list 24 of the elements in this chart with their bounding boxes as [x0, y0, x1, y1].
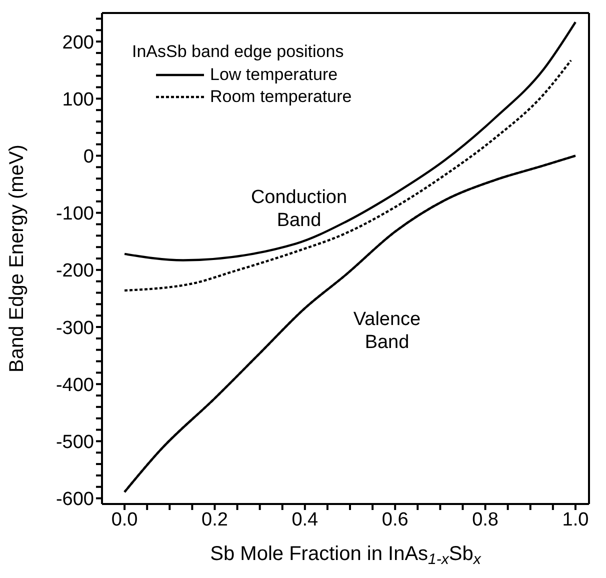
x-tick-label: 0.0: [111, 509, 138, 530]
legend-title: InAsSb band edge positions: [132, 42, 345, 62]
x-tick-label: 1.0: [562, 509, 589, 530]
y-tick-label: 100: [62, 89, 94, 110]
x-tick-label: 0.2: [202, 509, 228, 530]
y-tick-label: -300: [56, 318, 94, 339]
line-series: [123, 21, 577, 262]
y-tick-label: -400: [56, 374, 94, 396]
y-axis-title: Band Edge Energy (meV): [6, 144, 28, 372]
legend-label: Low temperature: [210, 64, 338, 86]
annotation: Conduction Band: [250, 186, 348, 232]
x-tick-label: 0.4: [292, 509, 319, 530]
y-tick-label: 0: [83, 146, 94, 168]
y-tick-label: -100: [56, 204, 94, 225]
x-axis-title: Sb Mole Fraction in InAs$_{1-x}$Sb$_{x}$: [210, 543, 482, 568]
line-series: [123, 59, 572, 292]
x-tick-label: 0.8: [472, 509, 498, 530]
x-tick-label: 0.6: [382, 509, 408, 530]
legend-label: Room temperature: [210, 86, 352, 108]
y-tick-label: 200: [62, 32, 94, 54]
y-tick-label: -200: [56, 260, 94, 282]
y-tick-label: -500: [56, 432, 94, 453]
annotation: Valence Band: [352, 308, 422, 354]
y-tick-label: -600: [56, 489, 94, 510]
